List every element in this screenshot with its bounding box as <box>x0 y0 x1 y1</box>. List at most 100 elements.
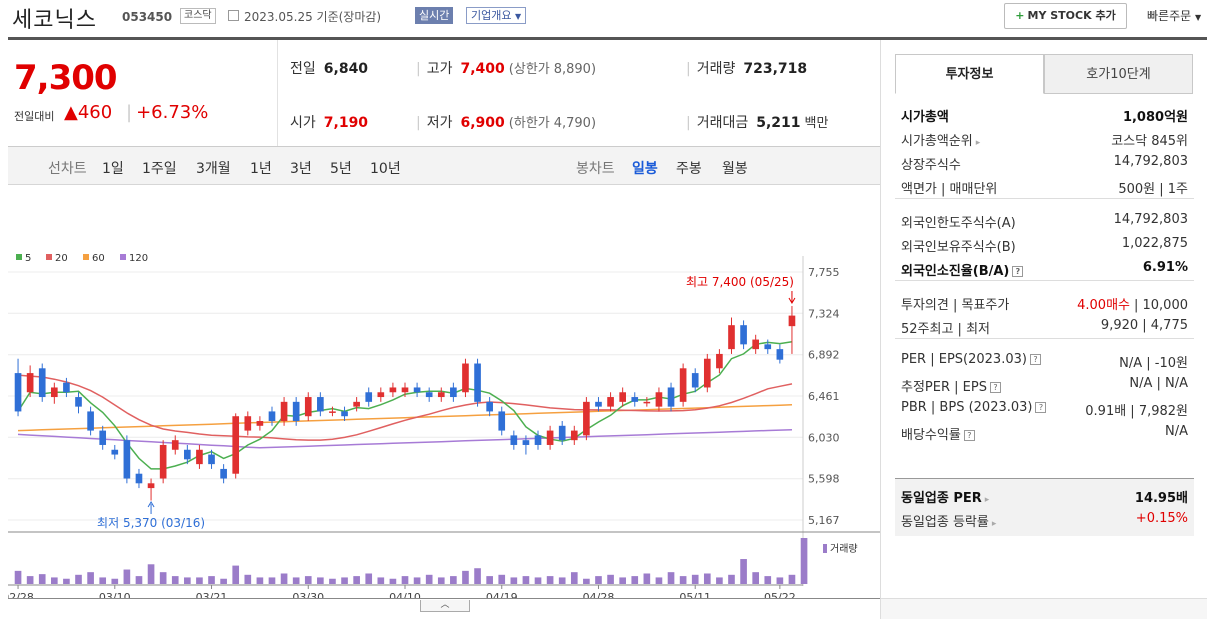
candle-chart-title: 봉차트 <box>576 161 615 177</box>
info-value: +0.15% <box>1136 511 1188 526</box>
realtime-button[interactable]: 실시간 <box>415 7 454 24</box>
info-row: 추정PER | EPS? N/A | N/A <box>895 372 1194 396</box>
volume-bar <box>667 572 675 584</box>
candle-body <box>389 387 397 393</box>
info-value: N/A | -10원 <box>1119 352 1188 371</box>
volume-bar <box>510 577 518 584</box>
info-key-text: PBR | BPS (2023.03) <box>901 400 1033 415</box>
sector-summary: 동일업종 PER ▸ 14.95배 동일업종 등락률 ▸ +0.15% <box>895 478 1194 536</box>
info-key-text: 외국인한도주식수(A) <box>901 216 1016 231</box>
y-tick-label: 6,461 <box>808 390 840 403</box>
caret-right-icon[interactable]: ▸ <box>991 519 997 529</box>
group-divider <box>895 280 1194 290</box>
info-value: 14,792,803 <box>1114 154 1188 169</box>
x-tick-label: 05/11 <box>679 591 711 598</box>
info-value-text: 0.91배 | 7,982원 <box>1085 404 1188 419</box>
caret-right-icon[interactable]: ▸ <box>984 495 990 505</box>
quote-divider <box>8 146 880 147</box>
volume-bar <box>522 576 530 584</box>
help-icon[interactable]: ? <box>1029 354 1041 365</box>
info-key-text: 외국인보유주식수(B) <box>901 240 1016 255</box>
period-1w[interactable]: 1주일 <box>142 161 177 177</box>
caret-right-icon[interactable]: ▸ <box>975 138 981 148</box>
volume-bar <box>691 574 699 584</box>
help-icon[interactable]: ? <box>963 430 975 441</box>
info-value: 9,920 | 4,775 <box>1101 318 1188 333</box>
info-key: 추정PER | EPS? <box>901 376 1001 395</box>
info-key: 외국인한도주식수(A) <box>901 212 1016 231</box>
info-panel: 투자정보 호가10단계 시가총액 1,080억원 시가총액순위 ▸ 코스닥 845위 상장… <box>880 40 1207 619</box>
volume-bar <box>99 577 107 584</box>
volume-bar <box>437 577 445 584</box>
volume-bar <box>546 576 554 584</box>
plus-icon: + <box>1015 9 1025 22</box>
quick-order-button[interactable]: 빠른주문 ▼ <box>1147 9 1202 23</box>
volume-bar <box>196 577 203 584</box>
candle-body <box>583 401 590 436</box>
stock-name: 세코닉스 <box>12 8 97 33</box>
ma60-line <box>17 404 793 432</box>
info-value: 1,080억원 <box>1123 106 1188 125</box>
legend-label: 5 <box>25 253 31 264</box>
candle-body <box>14 373 22 412</box>
info-key-text: 52주최고 | 최저 <box>901 322 990 337</box>
help-icon[interactable]: ? <box>1012 266 1024 277</box>
info-value-text: 14,792,803 <box>1113 154 1188 169</box>
volume-bar <box>353 576 360 584</box>
info-row: 시가총액순위 ▸ 코스닥 845위 <box>895 126 1194 150</box>
period-10y[interactable]: 10년 <box>370 161 401 177</box>
info-key: 동일업종 PER ▸ <box>901 487 989 506</box>
trade-amount: | 거래대금 5,211 백만 <box>686 115 829 131</box>
volume-bar <box>462 570 469 584</box>
x-tick-label: 03/30 <box>292 591 324 598</box>
info-key: 외국인소진율(B/A)? <box>901 260 1024 279</box>
candle-body <box>558 425 566 441</box>
volume-bar <box>135 576 143 584</box>
candle-body <box>474 363 481 402</box>
tab-invest-info[interactable]: 투자정보 <box>895 54 1044 94</box>
y-tick-label: 7,324 <box>808 307 840 320</box>
add-mystock-button[interactable]: + MY STOCK 추가 <box>1004 3 1127 29</box>
period-1d[interactable]: 1일 <box>102 161 124 177</box>
info-key-text: 외국인소진율(B/A) <box>901 264 1010 279</box>
info-key-text: 시가총액순위 <box>901 134 973 149</box>
candle-monthly[interactable]: 월봉 <box>722 161 748 177</box>
collapse-chart-button[interactable]: ︿ <box>420 600 470 612</box>
info-key-text: 동일업종 PER <box>901 491 982 506</box>
candle-body <box>317 397 324 412</box>
info-key-text: 상장주식수 <box>901 158 961 173</box>
candle-body <box>716 353 723 369</box>
volume-bar <box>643 573 651 584</box>
period-3y[interactable]: 3년 <box>290 161 312 177</box>
volume-bar <box>26 576 34 584</box>
candle-body <box>123 440 131 479</box>
candle-body <box>329 411 336 413</box>
candle-daily[interactable]: 일봉 <box>632 161 658 177</box>
candle-body <box>75 397 82 407</box>
company-overview-button[interactable]: 기업개요 ▼ <box>466 7 527 24</box>
volume-bar <box>450 576 457 584</box>
period-5y[interactable]: 5년 <box>330 161 352 177</box>
change-value: ▲460 <box>64 102 113 123</box>
line-chart-title: 선차트 <box>48 161 87 177</box>
candle-body <box>522 440 530 445</box>
group-spacer <box>895 94 1194 102</box>
candle-body <box>196 449 203 465</box>
help-icon[interactable]: ? <box>1035 402 1047 413</box>
volume-bar <box>679 576 687 584</box>
legend-swatch <box>46 254 52 260</box>
candle-body <box>292 401 300 422</box>
period-3m[interactable]: 3개월 <box>196 161 231 177</box>
y-tick-label: 7,755 <box>808 266 840 279</box>
group-divider <box>895 338 1194 348</box>
candle-body <box>510 435 518 445</box>
volume-bar <box>292 577 300 584</box>
tab-orderbook[interactable]: 호가10단계 <box>1044 54 1193 94</box>
candle-weekly[interactable]: 주봉 <box>676 161 702 177</box>
candle-body <box>159 444 167 479</box>
current-price: 7,300 <box>14 58 118 98</box>
volume-bar <box>728 574 735 584</box>
period-1y[interactable]: 1년 <box>250 161 272 177</box>
info-table: 시가총액 1,080억원 시가총액순위 ▸ 코스닥 845위 상장주식수 14,792,80… <box>895 94 1194 444</box>
help-icon[interactable]: ? <box>989 382 1001 393</box>
